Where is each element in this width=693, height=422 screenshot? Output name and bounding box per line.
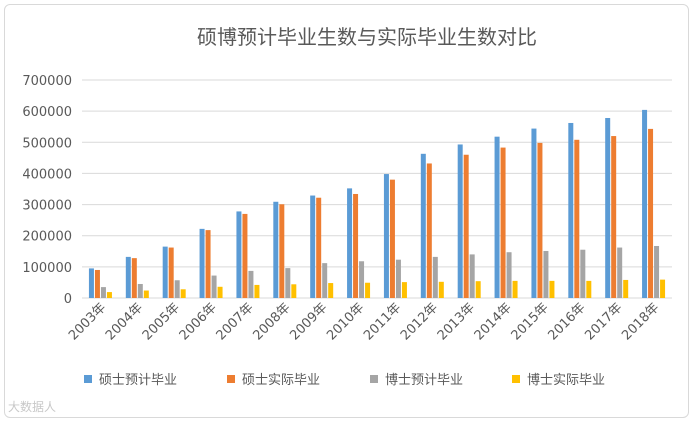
y-tick-label: 200000 xyxy=(22,230,72,245)
bar xyxy=(248,270,254,298)
bar xyxy=(199,228,205,298)
bar xyxy=(359,261,365,298)
legend-swatch xyxy=(227,375,235,383)
bar xyxy=(322,263,328,298)
bar xyxy=(506,252,512,298)
bar xyxy=(125,256,131,298)
legend-label: 博士实际毕业 xyxy=(527,373,605,388)
y-tick-label: 500000 xyxy=(22,136,72,151)
x-tick-label: 2016年 xyxy=(545,300,588,343)
x-tick-label: 2006年 xyxy=(177,300,220,343)
x-tick-label: 2010年 xyxy=(324,300,367,343)
legend-label: 硕士实际毕业 xyxy=(242,373,320,388)
chart-title: 硕博预计毕业生数与实际毕业生数对比 xyxy=(197,25,537,49)
bar xyxy=(273,201,279,298)
bar xyxy=(549,280,555,298)
bar xyxy=(537,142,543,298)
bar xyxy=(106,292,112,298)
x-tick-label: 2013年 xyxy=(435,300,478,343)
bar xyxy=(617,247,623,298)
x-tick-label: 2017年 xyxy=(582,300,625,343)
bar xyxy=(365,282,371,298)
bar xyxy=(328,283,334,298)
x-tick-label: 2018年 xyxy=(619,300,662,343)
bar xyxy=(420,153,426,298)
bar xyxy=(512,280,518,298)
bar xyxy=(291,284,297,298)
bar xyxy=(254,284,260,298)
y-tick-label: 700000 xyxy=(22,74,72,89)
bar xyxy=(143,290,149,298)
bar xyxy=(174,280,180,298)
bar xyxy=(205,230,211,298)
bar xyxy=(94,269,100,298)
x-tick-label: 2011年 xyxy=(361,300,404,343)
bar xyxy=(586,280,592,298)
y-tick-label: 0 xyxy=(64,292,72,307)
watermark-text: 大数据人 xyxy=(8,400,57,414)
y-tick-label: 300000 xyxy=(22,199,72,214)
bar xyxy=(236,211,242,298)
x-tick-label: 2012年 xyxy=(398,300,441,343)
x-tick-label: 2008年 xyxy=(250,300,293,343)
x-tick-label: 2014年 xyxy=(472,300,515,343)
bar xyxy=(438,281,444,298)
legend-swatch xyxy=(512,375,520,383)
bar xyxy=(463,154,469,298)
bar xyxy=(457,144,463,298)
bar xyxy=(316,197,322,298)
bar xyxy=(611,136,617,298)
legend-swatch xyxy=(370,375,378,383)
bar xyxy=(543,250,549,298)
bar xyxy=(642,109,648,298)
bar xyxy=(531,128,537,298)
bar xyxy=(660,279,666,298)
bar xyxy=(574,139,580,298)
bar xyxy=(279,204,285,298)
bar xyxy=(168,247,174,298)
bar xyxy=(580,249,586,298)
bar xyxy=(88,268,94,298)
x-tick-label: 2015年 xyxy=(509,300,552,343)
bar xyxy=(100,287,106,298)
bar xyxy=(500,147,506,298)
x-tick-label: 2005年 xyxy=(140,300,183,343)
bar xyxy=(469,254,475,298)
bar xyxy=(654,245,660,298)
bar xyxy=(310,195,316,298)
bar xyxy=(285,268,291,298)
bar xyxy=(605,117,611,298)
legend-label: 硕士预计毕业 xyxy=(99,373,177,388)
bar xyxy=(180,289,186,298)
bar xyxy=(353,193,359,298)
bar xyxy=(347,188,353,298)
bar xyxy=(211,275,217,298)
bar xyxy=(137,283,143,298)
x-tick-label: 2004年 xyxy=(103,300,146,343)
y-tick-label: 400000 xyxy=(22,167,72,182)
bar xyxy=(648,128,654,298)
bar xyxy=(131,258,137,298)
bar xyxy=(242,213,248,298)
bar xyxy=(432,256,438,298)
bar xyxy=(383,174,389,298)
bar xyxy=(162,246,168,298)
legend-label: 博士预计毕业 xyxy=(385,373,463,388)
bar xyxy=(475,281,481,298)
x-tick-label: 2003年 xyxy=(66,300,109,343)
bar xyxy=(389,179,395,298)
y-tick-label: 100000 xyxy=(22,261,72,276)
x-tick-label: 2007年 xyxy=(214,300,257,343)
x-tick-label: 2009年 xyxy=(287,300,330,343)
bar xyxy=(401,282,407,298)
legend-swatch xyxy=(84,375,92,383)
bar xyxy=(217,286,223,298)
y-tick-label: 600000 xyxy=(22,105,72,120)
bar xyxy=(568,122,574,298)
bar xyxy=(494,136,500,298)
bar xyxy=(426,163,432,298)
bar xyxy=(395,259,401,298)
bar xyxy=(623,279,629,298)
